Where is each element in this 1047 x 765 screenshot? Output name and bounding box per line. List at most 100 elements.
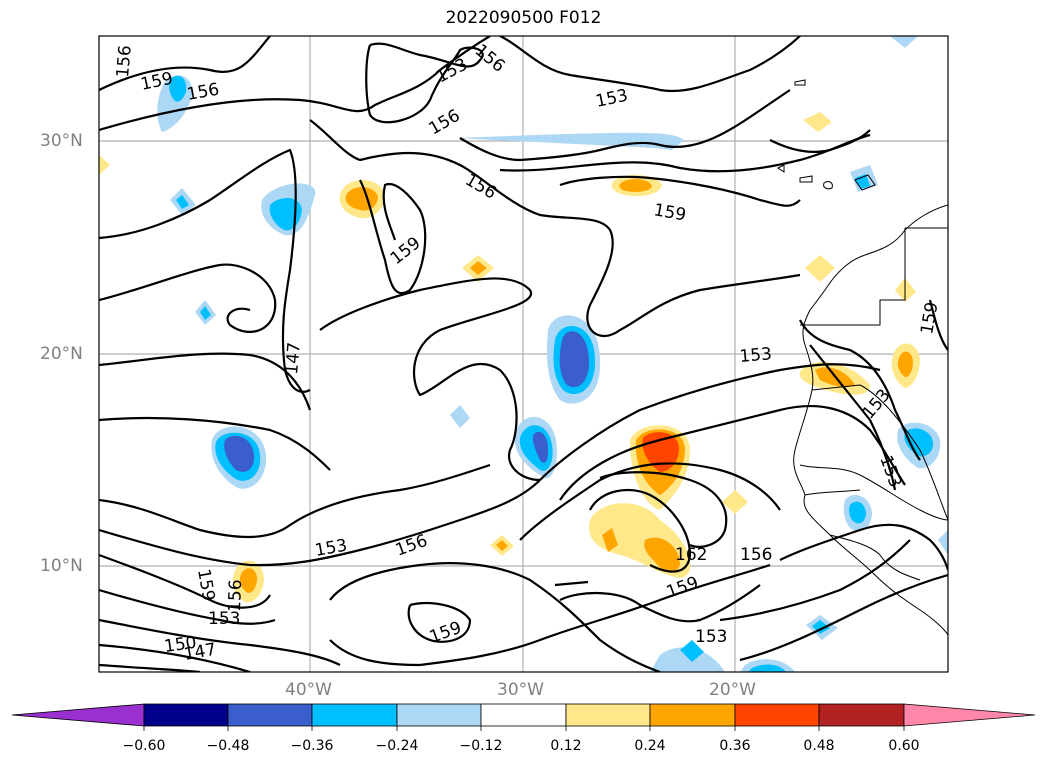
contour-line: [99, 263, 277, 333]
contour-line: [559, 404, 906, 501]
country-border: [799, 464, 948, 521]
contour-line: [539, 363, 881, 481]
contour-label: 153: [313, 536, 348, 561]
contour-line: [99, 352, 312, 411]
contour-label: 159: [193, 567, 218, 602]
contour-line: [459, 89, 791, 162]
contour-line: [99, 479, 541, 567]
island: [794, 79, 806, 86]
colorbar-segment: [396, 703, 482, 727]
contour-label: 156: [113, 44, 136, 78]
positive-anomaly-blob: [470, 261, 487, 275]
contour-label: 159: [652, 200, 687, 225]
contour-line: [739, 573, 948, 662]
contour-line: [365, 42, 484, 124]
lon-label: 20°W: [709, 680, 756, 700]
contour-label: 153: [594, 86, 630, 112]
contour-label: 150: [163, 633, 198, 657]
colorbar-segment: [649, 703, 736, 727]
map-frame: [98, 35, 949, 673]
contour-line: [329, 562, 661, 672]
island: [777, 164, 785, 173]
contour-label: 156: [740, 545, 772, 565]
colorbar-extend-high: [903, 703, 1036, 727]
contour-label: 156: [462, 170, 500, 204]
contour-line: [554, 580, 589, 587]
contour-line: [359, 179, 427, 295]
contour-label: 153: [208, 609, 240, 629]
positive-anomaly-blob: [496, 540, 508, 551]
contour-line: [99, 148, 311, 393]
island: [799, 175, 813, 183]
contour-line: [99, 663, 201, 672]
lat-label: 30°N: [40, 131, 83, 151]
contour-label: 153: [695, 627, 727, 647]
contour-label: 156: [471, 41, 509, 77]
contour-label: 159: [387, 233, 425, 269]
contour-line: [99, 416, 331, 471]
contour-line: [99, 588, 276, 625]
negative-anomaly-blob: [559, 331, 590, 388]
colorbar: [11, 703, 1036, 731]
island: [854, 174, 876, 191]
negative-anomaly-blob: [455, 132, 684, 150]
negative-anomaly-blob: [748, 664, 786, 672]
positive-anomaly-blob: [239, 568, 257, 593]
contour-line: [799, 319, 921, 461]
colorbar-tick-label: −0.24: [375, 738, 419, 754]
contour-line: [769, 129, 871, 154]
colorbar-segment: [818, 703, 905, 727]
contour-label: 156: [185, 80, 220, 105]
contour-line: [719, 539, 911, 622]
contour-label: 159: [664, 573, 701, 603]
contour-line: [589, 488, 692, 573]
shaded-anomalies: [99, 36, 948, 672]
lat-label: 10°N: [40, 556, 83, 576]
colorbar-tick-label: 0.48: [803, 738, 835, 754]
contour-label: 159: [427, 618, 464, 648]
lon-label: 30°W: [497, 680, 544, 700]
contour-label: 147: [282, 341, 305, 375]
colorbar-tick-label: 0.24: [634, 738, 666, 754]
negative-anomaly-blob: [680, 640, 704, 662]
contour-line: [928, 299, 948, 351]
positive-anomaly-blob: [805, 255, 835, 282]
contour-line: [99, 553, 271, 609]
lat-label: 20°N: [40, 344, 83, 364]
contour-line: [599, 471, 728, 548]
contour-line: [99, 643, 251, 672]
colorbar-segment: [311, 703, 398, 727]
positive-anomaly-blob: [722, 490, 748, 514]
contour-label: 153: [739, 344, 773, 367]
contour-line: [499, 36, 801, 93]
colorbar-segment: [480, 703, 567, 727]
colorbar-segment: [734, 703, 820, 727]
island: [823, 181, 833, 190]
colorbar-extend-low: [11, 703, 145, 727]
contour-label: 156: [426, 106, 464, 140]
colorbar-tick-label: 0.12: [550, 738, 582, 754]
country-border: [829, 534, 921, 581]
colorbar-segment: [143, 703, 229, 727]
contour-label: 156: [225, 579, 246, 612]
contour-line: [559, 175, 801, 207]
contour-line: [99, 36, 271, 91]
colorbar-tick-label: −0.12: [459, 738, 503, 754]
colorbar-tick-label: −0.48: [206, 738, 250, 754]
positive-anomaly-blob: [897, 351, 913, 378]
contour-label: 156: [393, 531, 430, 561]
coastlines: [777, 79, 948, 636]
contour-line: [309, 119, 801, 337]
colorbar-tick-label: 0.60: [888, 738, 920, 754]
lon-label: 40°W: [285, 680, 332, 700]
height-contours: [99, 36, 948, 672]
colorbar-tick-label: −0.60: [122, 738, 166, 754]
colorbar-segment: [565, 703, 651, 727]
country-border: [800, 228, 906, 326]
country-border: [804, 489, 861, 496]
negative-anomaly-blob: [904, 428, 934, 457]
colorbar-segment: [227, 703, 313, 727]
positive-anomaly-blob: [644, 537, 680, 573]
contour-line: [519, 462, 781, 541]
contour-line: [779, 523, 948, 571]
